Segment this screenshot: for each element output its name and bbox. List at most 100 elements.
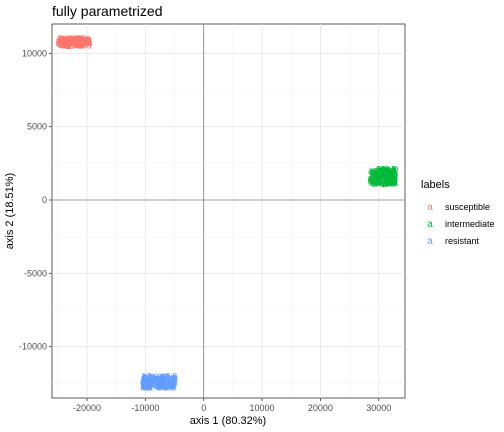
data-point-resistant: a: [156, 380, 161, 390]
data-point-susceptible: a: [64, 34, 69, 44]
legend-key-susceptible: a: [427, 202, 433, 213]
data-point-intermediate: a: [387, 178, 392, 188]
data-point-resistant: a: [160, 382, 165, 392]
data-point-susceptible: a: [67, 32, 72, 42]
data-point-susceptible: a: [86, 35, 91, 45]
y-tick-label: -5000: [24, 268, 47, 278]
data-point-susceptible: a: [71, 37, 76, 47]
data-point-susceptible: a: [74, 39, 79, 49]
data-point-susceptible: a: [74, 33, 79, 43]
data-point-resistant: a: [146, 382, 151, 392]
data-point-susceptible: a: [76, 38, 81, 48]
data-point-intermediate: a: [382, 179, 387, 189]
data-point-susceptible: a: [70, 38, 75, 48]
data-point-resistant: a: [159, 378, 164, 388]
data-point-intermediate: a: [379, 172, 384, 182]
data-point-susceptible: a: [59, 36, 64, 46]
data-point-resistant: a: [158, 380, 163, 390]
data-point-intermediate: a: [377, 173, 382, 183]
data-point-resistant: a: [165, 372, 170, 382]
data-point-susceptible: a: [56, 35, 61, 45]
data-point-resistant: a: [171, 372, 176, 382]
data-point-resistant: a: [156, 382, 161, 392]
data-point-intermediate: a: [391, 175, 396, 185]
data-point-susceptible: a: [65, 34, 70, 44]
data-point-intermediate: a: [392, 167, 397, 177]
data-point-resistant: a: [150, 373, 155, 383]
data-point-susceptible: a: [82, 38, 87, 48]
data-point-susceptible: a: [56, 35, 61, 45]
data-point-intermediate: a: [393, 173, 398, 183]
data-point-resistant: a: [146, 382, 151, 392]
data-point-intermediate: a: [387, 178, 392, 188]
data-point-resistant: a: [153, 374, 158, 384]
data-point-resistant: a: [161, 373, 166, 383]
data-point-intermediate: a: [369, 177, 374, 187]
data-point-intermediate: a: [390, 175, 395, 185]
data-point-resistant: a: [150, 375, 155, 385]
data-point-intermediate: a: [383, 167, 388, 177]
data-point-resistant: a: [148, 375, 153, 385]
data-point-resistant: a: [142, 379, 147, 389]
data-point-intermediate: a: [379, 164, 384, 174]
data-point-susceptible: a: [62, 37, 67, 47]
data-point-intermediate: a: [387, 179, 392, 189]
data-point-resistant: a: [168, 376, 173, 386]
data-point-resistant: a: [163, 382, 168, 392]
data-point-intermediate: a: [372, 176, 377, 186]
data-point-resistant: a: [170, 383, 175, 393]
data-point-intermediate: a: [370, 169, 375, 179]
data-point-susceptible: a: [77, 33, 82, 43]
data-point-resistant: a: [147, 383, 152, 393]
data-point-resistant: a: [170, 376, 175, 386]
data-point-intermediate: a: [380, 168, 385, 178]
data-point-susceptible: a: [84, 37, 89, 47]
data-point-resistant: a: [140, 375, 145, 385]
data-point-intermediate: a: [375, 175, 380, 185]
data-point-resistant: a: [162, 382, 167, 392]
data-point-susceptible: a: [80, 35, 85, 45]
data-point-resistant: a: [142, 382, 147, 392]
data-point-susceptible: a: [65, 39, 70, 49]
data-point-resistant: a: [141, 375, 146, 385]
data-point-susceptible: a: [59, 37, 64, 47]
data-point-resistant: a: [164, 381, 169, 391]
data-point-resistant: a: [164, 370, 169, 380]
data-point-intermediate: a: [375, 177, 380, 187]
data-point-susceptible: a: [67, 38, 72, 48]
data-point-intermediate: a: [383, 170, 388, 180]
data-point-susceptible: a: [63, 39, 68, 49]
data-point-intermediate: a: [374, 166, 379, 176]
data-point-resistant: a: [155, 373, 160, 383]
data-point-resistant: a: [148, 374, 153, 384]
data-point-intermediate: a: [383, 172, 388, 182]
data-point-resistant: a: [170, 372, 175, 382]
data-point-intermediate: a: [391, 178, 396, 188]
data-point-resistant: a: [171, 381, 176, 391]
data-point-susceptible: a: [77, 33, 82, 43]
data-point-susceptible: a: [77, 37, 82, 47]
data-point-resistant: a: [160, 372, 165, 382]
data-point-resistant: a: [171, 378, 176, 388]
data-point-intermediate: a: [387, 169, 392, 179]
data-point-susceptible: a: [77, 37, 82, 47]
data-point-resistant: a: [161, 376, 166, 386]
data-point-resistant: a: [158, 375, 163, 385]
data-point-susceptible: a: [65, 34, 70, 44]
data-point-intermediate: a: [373, 173, 378, 183]
data-point-susceptible: a: [83, 37, 88, 47]
data-point-resistant: a: [154, 378, 159, 388]
data-point-susceptible: a: [62, 34, 67, 44]
data-point-susceptible: a: [63, 38, 68, 48]
data-point-susceptible: a: [70, 37, 75, 47]
legend-label-resistant: resistant: [445, 236, 480, 246]
data-point-susceptible: a: [75, 38, 80, 48]
data-point-resistant: a: [157, 374, 162, 384]
data-point-intermediate: a: [385, 174, 390, 184]
data-point-intermediate: a: [391, 168, 396, 178]
data-point-resistant: a: [146, 374, 151, 384]
data-point-susceptible: a: [58, 39, 63, 49]
data-point-resistant: a: [146, 380, 151, 390]
data-point-resistant: a: [140, 376, 145, 386]
data-point-susceptible: a: [75, 35, 80, 45]
